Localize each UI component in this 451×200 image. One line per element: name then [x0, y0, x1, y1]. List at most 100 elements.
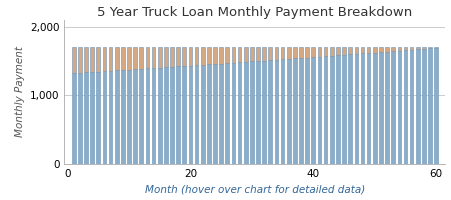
- Bar: [324, 56, 327, 164]
- Bar: [97, 47, 100, 72]
- Bar: [434, 47, 438, 48]
- Bar: [404, 50, 407, 164]
- Bar: [281, 47, 285, 59]
- Bar: [121, 70, 125, 164]
- Bar: [342, 55, 346, 164]
- Bar: [78, 47, 82, 73]
- Bar: [324, 47, 327, 56]
- Bar: [213, 47, 217, 64]
- Bar: [404, 47, 407, 50]
- Bar: [312, 57, 315, 164]
- Bar: [299, 47, 303, 58]
- Bar: [379, 47, 383, 52]
- Bar: [287, 47, 290, 59]
- Bar: [305, 58, 309, 164]
- Bar: [78, 73, 82, 164]
- Bar: [391, 51, 395, 164]
- Bar: [256, 61, 260, 164]
- Bar: [232, 47, 235, 63]
- Bar: [330, 56, 334, 164]
- Bar: [342, 47, 346, 55]
- Bar: [354, 47, 358, 54]
- Bar: [348, 47, 352, 54]
- Bar: [195, 65, 198, 164]
- Bar: [219, 64, 223, 164]
- Bar: [373, 53, 377, 164]
- Bar: [183, 47, 186, 66]
- Bar: [287, 59, 290, 164]
- Bar: [133, 69, 137, 164]
- Bar: [139, 69, 143, 164]
- Bar: [428, 48, 432, 164]
- Bar: [102, 47, 106, 71]
- Bar: [213, 64, 217, 164]
- Bar: [312, 47, 315, 57]
- Bar: [336, 55, 340, 164]
- Bar: [397, 47, 401, 51]
- Bar: [170, 67, 174, 164]
- Bar: [158, 68, 161, 164]
- Bar: [90, 72, 94, 164]
- Title: 5 Year Truck Loan Monthly Payment Breakdown: 5 Year Truck Loan Monthly Payment Breakd…: [97, 6, 413, 19]
- Bar: [281, 59, 285, 164]
- Bar: [189, 66, 192, 164]
- Bar: [354, 54, 358, 164]
- Bar: [90, 47, 94, 72]
- Bar: [176, 47, 180, 66]
- Bar: [361, 53, 364, 164]
- Bar: [348, 54, 352, 164]
- Bar: [97, 72, 100, 164]
- Bar: [293, 58, 297, 164]
- Bar: [244, 47, 248, 62]
- Bar: [256, 47, 260, 61]
- Bar: [262, 47, 266, 61]
- Bar: [133, 47, 137, 69]
- Bar: [379, 52, 383, 164]
- Bar: [416, 49, 419, 164]
- X-axis label: Month (hover over chart for detailed data): Month (hover over chart for detailed dat…: [145, 184, 365, 194]
- Bar: [146, 47, 149, 68]
- Bar: [275, 47, 278, 60]
- Bar: [250, 61, 254, 164]
- Bar: [428, 47, 432, 48]
- Bar: [244, 62, 248, 164]
- Bar: [385, 52, 389, 164]
- Bar: [139, 47, 143, 69]
- Bar: [336, 47, 340, 55]
- Bar: [361, 47, 364, 53]
- Bar: [422, 47, 426, 49]
- Bar: [226, 63, 229, 164]
- Bar: [201, 47, 205, 65]
- Bar: [109, 71, 112, 164]
- Bar: [72, 47, 76, 73]
- Bar: [152, 47, 156, 68]
- Bar: [84, 72, 88, 164]
- Bar: [262, 61, 266, 164]
- Bar: [397, 51, 401, 164]
- Bar: [152, 68, 156, 164]
- Bar: [201, 65, 205, 164]
- Bar: [170, 47, 174, 67]
- Bar: [183, 66, 186, 164]
- Bar: [102, 71, 106, 164]
- Bar: [164, 47, 168, 67]
- Bar: [434, 48, 438, 164]
- Bar: [299, 58, 303, 164]
- Bar: [207, 64, 211, 164]
- Bar: [367, 47, 370, 53]
- Bar: [176, 66, 180, 164]
- Bar: [158, 47, 161, 68]
- Bar: [238, 47, 241, 62]
- Bar: [127, 47, 131, 70]
- Bar: [410, 50, 414, 164]
- Bar: [275, 60, 278, 164]
- Bar: [146, 68, 149, 164]
- Bar: [115, 70, 119, 164]
- Y-axis label: Monthly Payment: Monthly Payment: [14, 46, 24, 137]
- Bar: [84, 47, 88, 72]
- Bar: [195, 47, 198, 65]
- Bar: [226, 47, 229, 63]
- Bar: [293, 47, 297, 58]
- Bar: [207, 47, 211, 64]
- Bar: [385, 47, 389, 52]
